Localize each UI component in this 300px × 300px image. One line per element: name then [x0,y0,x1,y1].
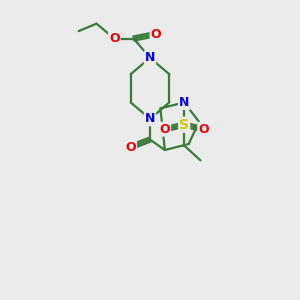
Text: O: O [109,32,120,45]
Text: O: O [151,28,161,40]
Text: N: N [145,112,155,125]
Text: O: O [125,140,136,154]
Text: N: N [145,51,155,64]
Text: O: O [160,123,170,136]
Text: S: S [179,118,189,132]
Text: O: O [198,123,209,136]
Text: N: N [179,96,189,109]
